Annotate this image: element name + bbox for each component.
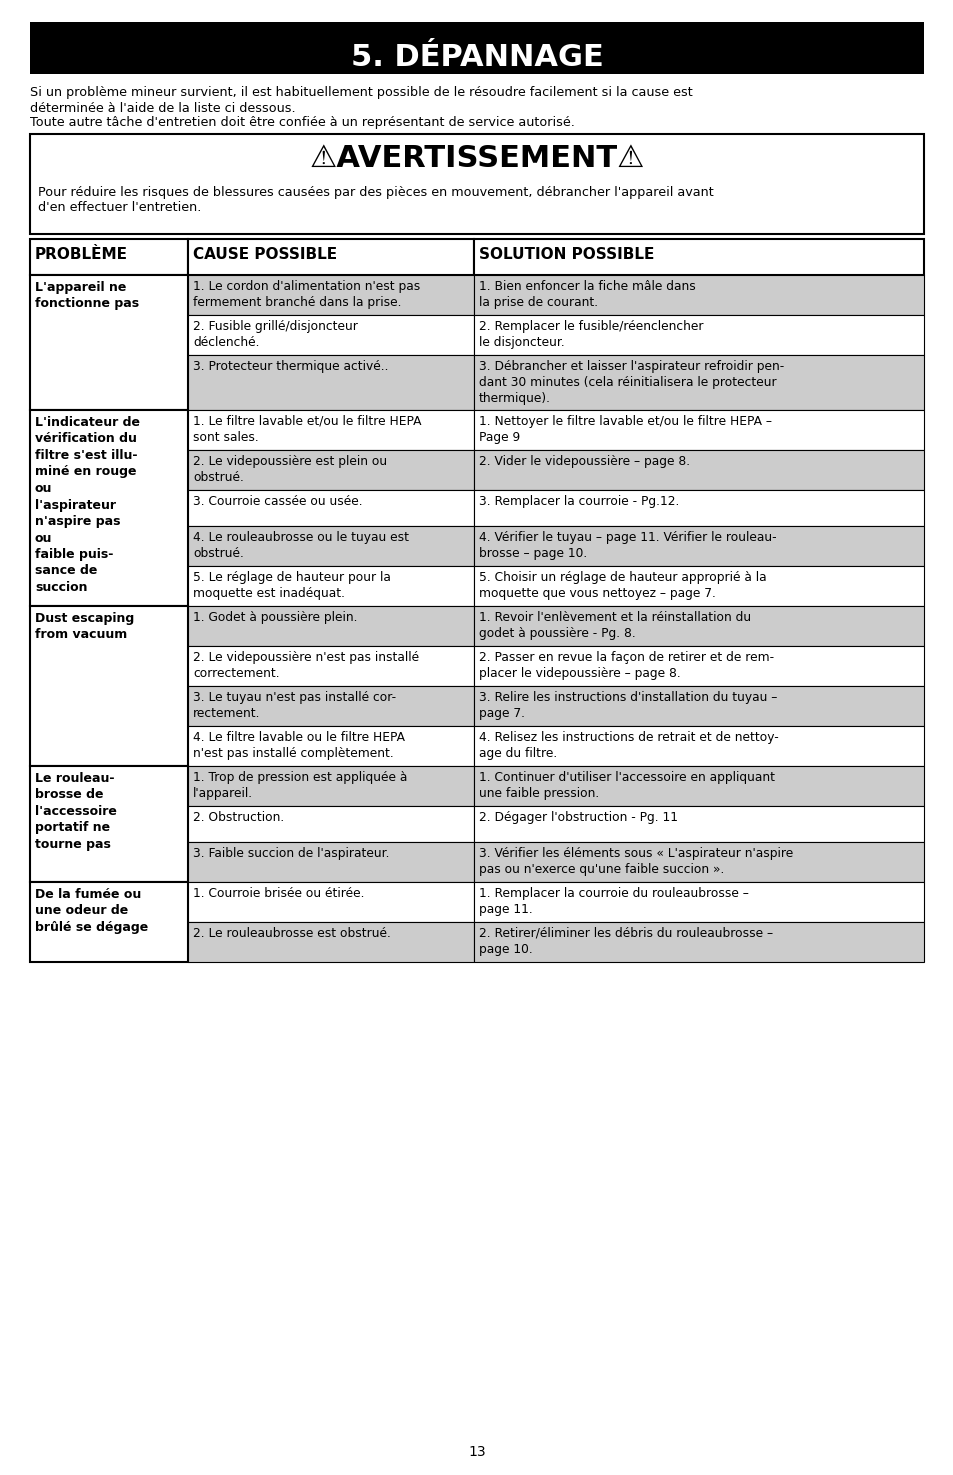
Text: Toute autre tâche d'entretien doit être confiée à un représentant de service aut: Toute autre tâche d'entretien doit être … bbox=[30, 117, 575, 128]
Text: 1. Le cordon d'alimentation n'est pas
fermement branché dans la prise.: 1. Le cordon d'alimentation n'est pas fe… bbox=[193, 280, 420, 310]
Text: 1. Revoir l'enlèvement et la réinstallation du
godet à poussière - Pg. 8.: 1. Revoir l'enlèvement et la réinstallat… bbox=[478, 611, 750, 640]
Bar bbox=[474, 606, 923, 646]
Text: 2. Passer en revue la façon de retirer et de rem-
placer le videpoussière – page: 2. Passer en revue la façon de retirer e… bbox=[478, 650, 773, 680]
Text: De la fumée ou
une odeur de
brûlé se dégage: De la fumée ou une odeur de brûlé se dég… bbox=[35, 888, 148, 934]
Text: 5. DÉPANNAGE: 5. DÉPANNAGE bbox=[351, 43, 602, 71]
Text: 4. Le filtre lavable ou le filtre HEPA
n'est pas installé complètement.: 4. Le filtre lavable ou le filtre HEPA n… bbox=[193, 732, 405, 760]
Text: 2. Retirer/éliminer les débris du rouleaubrosse –
page 10.: 2. Retirer/éliminer les débris du roulea… bbox=[478, 926, 772, 956]
Bar bbox=[474, 686, 923, 726]
Bar bbox=[474, 410, 923, 450]
Bar bbox=[188, 842, 474, 882]
Text: 1. Remplacer la courroie du rouleaubrosse –
page 11.: 1. Remplacer la courroie du rouleaubross… bbox=[478, 886, 748, 916]
Text: 2. Dégager l'obstruction - Pg. 11: 2. Dégager l'obstruction - Pg. 11 bbox=[478, 811, 678, 825]
Text: 3. Le tuyau n'est pas installé cor-
rectement.: 3. Le tuyau n'est pas installé cor- rect… bbox=[193, 690, 395, 720]
Text: CAUSE POSSIBLE: CAUSE POSSIBLE bbox=[193, 246, 336, 263]
Bar bbox=[188, 355, 474, 410]
Text: 1. Trop de pression est appliquée à
l'appareil.: 1. Trop de pression est appliquée à l'ap… bbox=[193, 771, 407, 801]
Text: 3. Remplacer la courroie - Pg.12.: 3. Remplacer la courroie - Pg.12. bbox=[478, 496, 679, 507]
Text: 4. Relisez les instructions de retrait et de nettoy-
age du filtre.: 4. Relisez les instructions de retrait e… bbox=[478, 732, 778, 760]
Bar bbox=[474, 527, 923, 566]
Bar bbox=[30, 882, 188, 962]
Bar bbox=[474, 922, 923, 962]
Bar bbox=[188, 274, 474, 316]
Bar bbox=[474, 355, 923, 410]
Bar bbox=[188, 606, 474, 646]
Text: 4. Le rouleaubrosse ou le tuyau est
obstrué.: 4. Le rouleaubrosse ou le tuyau est obst… bbox=[193, 531, 409, 560]
Bar bbox=[188, 490, 474, 527]
Text: 2. Le videpoussière est plein ou
obstrué.: 2. Le videpoussière est plein ou obstrué… bbox=[193, 454, 387, 484]
Text: déterminée à l'aide de la liste ci dessous.: déterminée à l'aide de la liste ci desso… bbox=[30, 102, 295, 115]
Text: 2. Remplacer le fusible/réenclencher
le disjoncteur.: 2. Remplacer le fusible/réenclencher le … bbox=[478, 320, 702, 350]
Text: SOLUTION POSSIBLE: SOLUTION POSSIBLE bbox=[478, 246, 654, 263]
Text: 1. Bien enfoncer la fiche mâle dans
la prise de courant.: 1. Bien enfoncer la fiche mâle dans la p… bbox=[478, 280, 695, 310]
Bar bbox=[30, 239, 188, 274]
Text: 2. Vider le videpoussière – page 8.: 2. Vider le videpoussière – page 8. bbox=[478, 454, 689, 468]
Text: 3. Relire les instructions d'installation du tuyau –
page 7.: 3. Relire les instructions d'installatio… bbox=[478, 690, 777, 720]
Bar bbox=[188, 805, 474, 842]
Text: PROBLÈME: PROBLÈME bbox=[35, 246, 128, 263]
Bar bbox=[474, 726, 923, 766]
Bar bbox=[188, 686, 474, 726]
Text: 5. Le réglage de hauteur pour la
moquette est inadéquat.: 5. Le réglage de hauteur pour la moquett… bbox=[193, 571, 391, 600]
Text: Dust escaping
from vacuum: Dust escaping from vacuum bbox=[35, 612, 134, 642]
Bar bbox=[30, 22, 923, 74]
Bar bbox=[30, 134, 923, 235]
Text: 2. Fusible grillé/disjoncteur
déclenché.: 2. Fusible grillé/disjoncteur déclenché. bbox=[193, 320, 357, 350]
Bar bbox=[188, 646, 474, 686]
Text: 13: 13 bbox=[468, 1446, 485, 1459]
Text: Le rouleau-
brosse de
l'accessoire
portatif ne
tourne pas: Le rouleau- brosse de l'accessoire porta… bbox=[35, 771, 117, 851]
Bar bbox=[188, 922, 474, 962]
Text: Pour réduire les risques de blessures causées par des pièces en mouvement, débra: Pour réduire les risques de blessures ca… bbox=[38, 186, 713, 199]
Text: L'appareil ne
fonctionne pas: L'appareil ne fonctionne pas bbox=[35, 282, 139, 311]
Bar bbox=[474, 274, 923, 316]
Bar bbox=[188, 527, 474, 566]
Bar bbox=[188, 316, 474, 355]
Bar bbox=[474, 646, 923, 686]
Text: 3. Courroie cassée ou usée.: 3. Courroie cassée ou usée. bbox=[193, 496, 362, 507]
Bar bbox=[474, 316, 923, 355]
Bar bbox=[188, 882, 474, 922]
Bar bbox=[188, 239, 474, 274]
Bar bbox=[188, 726, 474, 766]
Bar bbox=[188, 450, 474, 490]
Text: 3. Protecteur thermique activé..: 3. Protecteur thermique activé.. bbox=[193, 360, 388, 373]
Text: 3. Débrancher et laisser l'aspirateur refroidir pen-
dant 30 minutes (cela réini: 3. Débrancher et laisser l'aspirateur re… bbox=[478, 360, 783, 406]
Bar bbox=[474, 805, 923, 842]
Bar bbox=[188, 410, 474, 450]
Text: ⚠AVERTISSEMENT⚠: ⚠AVERTISSEMENT⚠ bbox=[309, 145, 644, 173]
Text: d'en effectuer l'entretien.: d'en effectuer l'entretien. bbox=[38, 201, 201, 214]
Bar bbox=[188, 766, 474, 805]
Bar bbox=[474, 882, 923, 922]
Text: 2. Le rouleaubrosse est obstrué.: 2. Le rouleaubrosse est obstrué. bbox=[193, 926, 391, 940]
Text: 3. Faible succion de l'aspirateur.: 3. Faible succion de l'aspirateur. bbox=[193, 847, 389, 860]
Text: L'indicateur de
vérification du
filtre s'est illu-
miné en rouge
ou
l'aspirateur: L'indicateur de vérification du filtre s… bbox=[35, 416, 140, 594]
Bar bbox=[188, 566, 474, 606]
Text: 3. Vérifier les éléments sous « L'aspirateur n'aspire
pas ou n'exerce qu'une fai: 3. Vérifier les éléments sous « L'aspira… bbox=[478, 847, 792, 876]
Bar bbox=[30, 766, 188, 882]
Bar bbox=[474, 490, 923, 527]
Text: 2. Obstruction.: 2. Obstruction. bbox=[193, 811, 284, 825]
Bar bbox=[30, 606, 188, 766]
Text: 1. Courroie brisée ou étirée.: 1. Courroie brisée ou étirée. bbox=[193, 886, 364, 900]
Bar bbox=[474, 239, 923, 274]
Bar bbox=[474, 566, 923, 606]
Text: 4. Vérifier le tuyau – page 11. Vérifier le rouleau-
brosse – page 10.: 4. Vérifier le tuyau – page 11. Vérifier… bbox=[478, 531, 776, 560]
Text: 2. Le videpoussière n'est pas installé
correctement.: 2. Le videpoussière n'est pas installé c… bbox=[193, 650, 418, 680]
Bar bbox=[474, 766, 923, 805]
Bar bbox=[474, 842, 923, 882]
Bar bbox=[30, 410, 188, 606]
Text: 1. Le filtre lavable et/ou le filtre HEPA
sont sales.: 1. Le filtre lavable et/ou le filtre HEP… bbox=[193, 414, 421, 444]
Bar bbox=[30, 274, 188, 410]
Bar bbox=[474, 450, 923, 490]
Text: Si un problème mineur survient, il est habituellement possible de le résoudre fa: Si un problème mineur survient, il est h… bbox=[30, 86, 692, 99]
Text: 5. Choisir un réglage de hauteur approprié à la
moquette que vous nettoyez – pag: 5. Choisir un réglage de hauteur appropr… bbox=[478, 571, 766, 600]
Text: 1. Nettoyer le filtre lavable et/ou le filtre HEPA –
Page 9: 1. Nettoyer le filtre lavable et/ou le f… bbox=[478, 414, 771, 444]
Text: 1. Godet à poussière plein.: 1. Godet à poussière plein. bbox=[193, 611, 357, 624]
Text: 1. Continuer d'utiliser l'accessoire en appliquant
une faible pression.: 1. Continuer d'utiliser l'accessoire en … bbox=[478, 771, 774, 801]
